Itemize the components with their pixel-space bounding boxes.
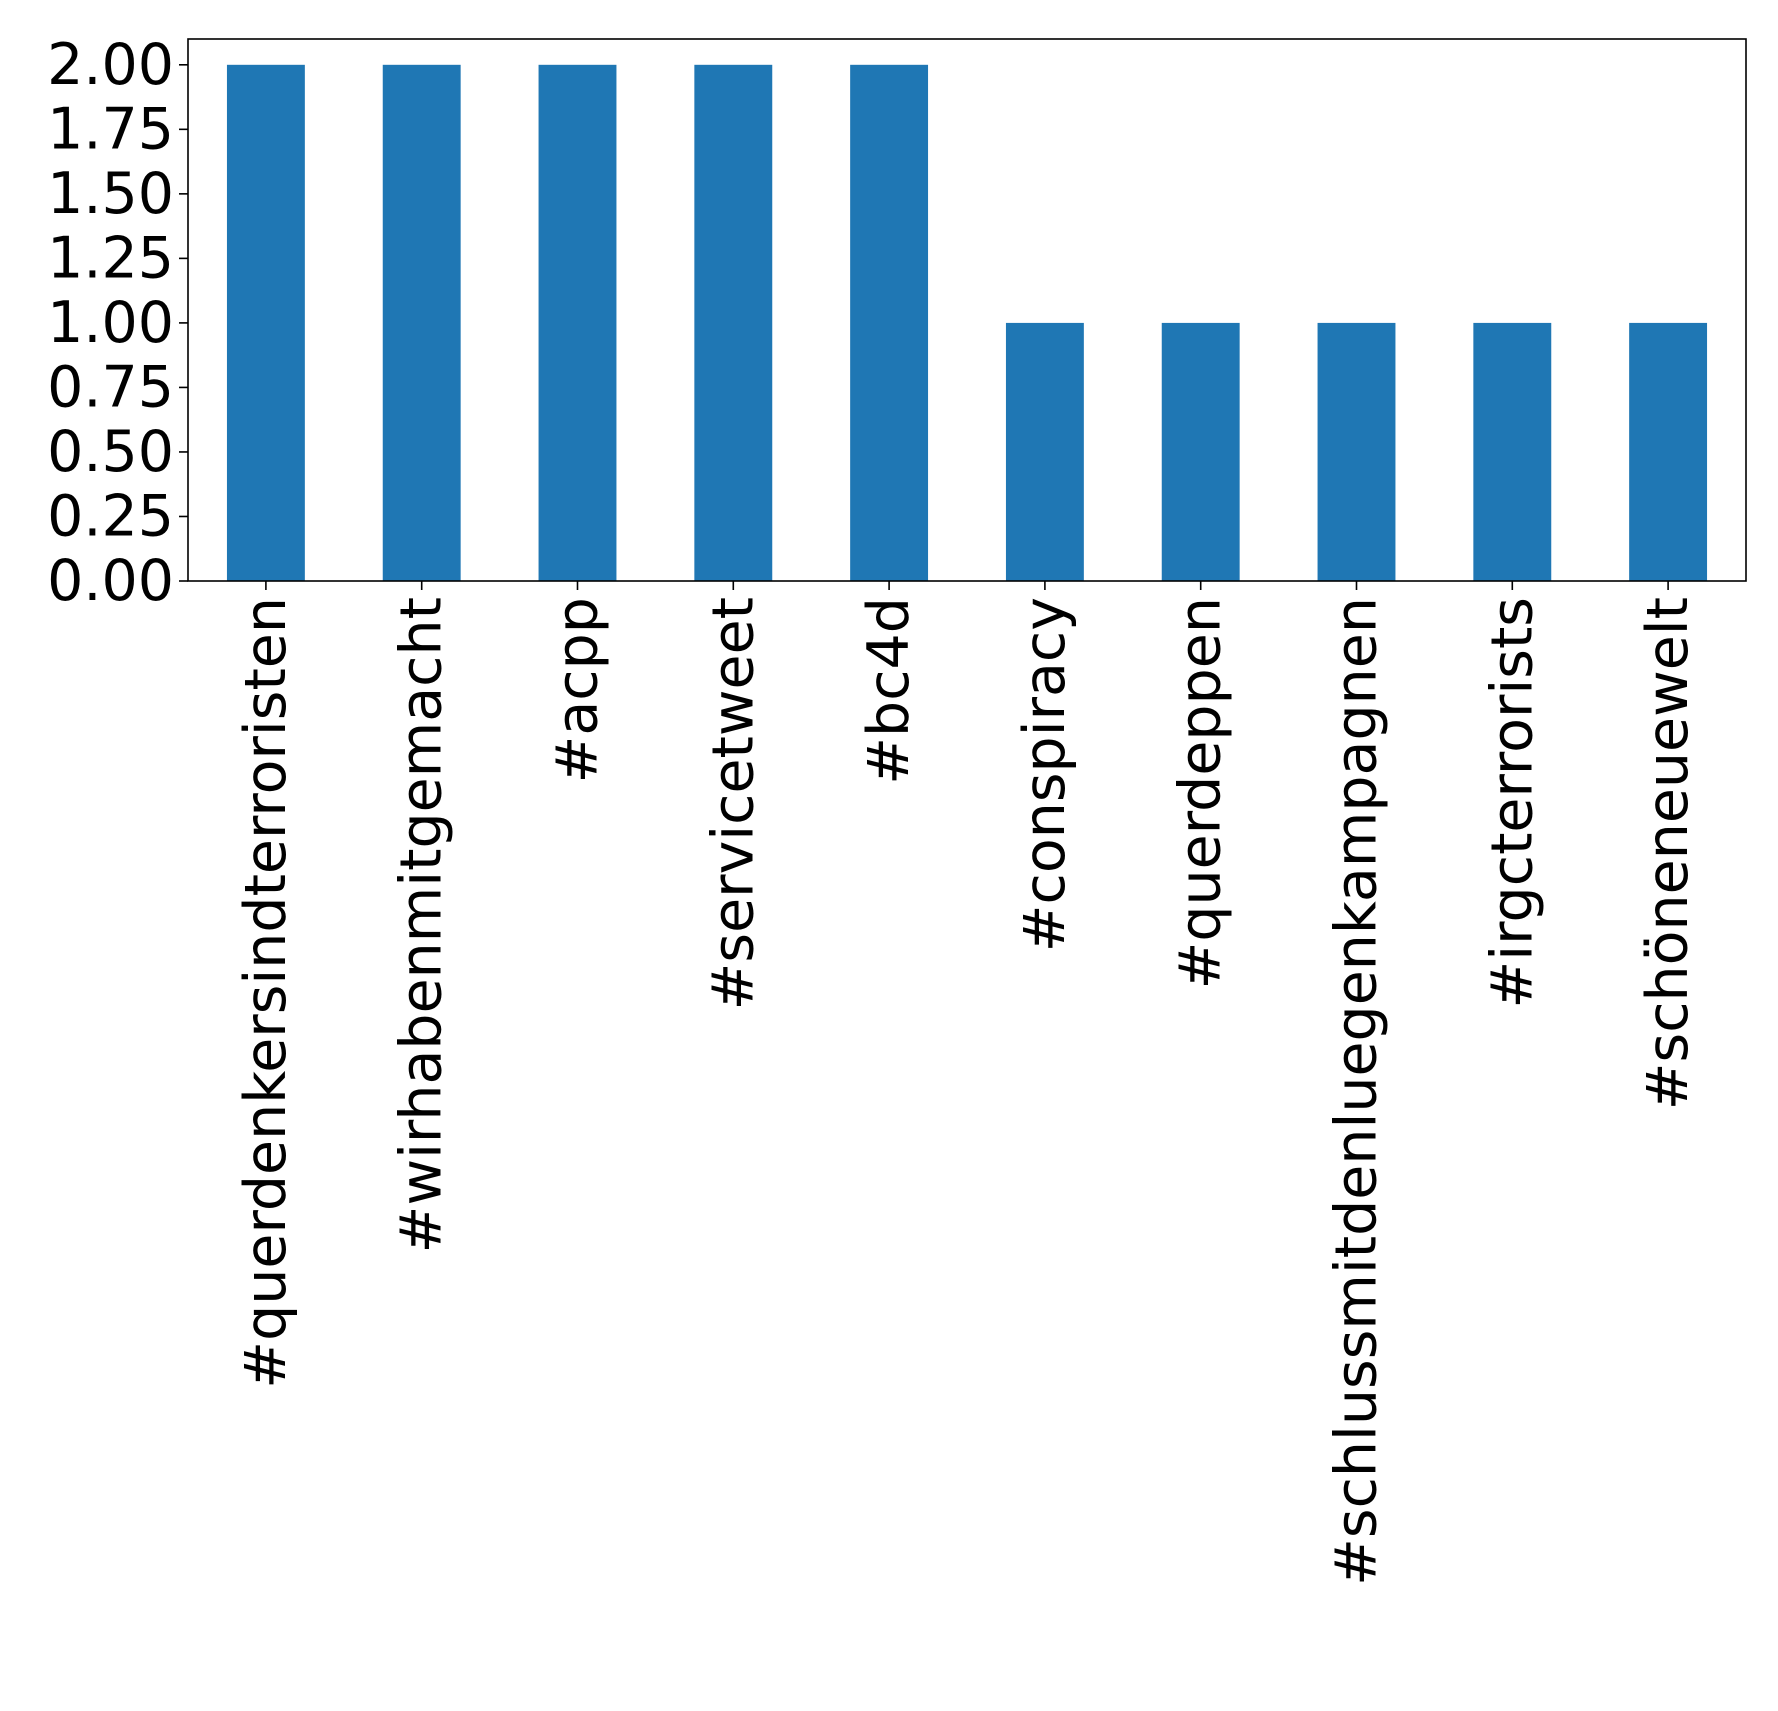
x-tick-label: #wirhabenmitgemacht <box>389 597 455 1253</box>
y-tick-label: 2.00 <box>47 32 174 98</box>
bar <box>226 64 305 582</box>
y-axis-ticks: 0.000.250.500.751.001.251.501.752.00 <box>47 32 188 614</box>
bar <box>694 64 773 582</box>
x-tick-label: #bc4d <box>856 597 922 785</box>
x-tick-label: #schöneneuewelt <box>1635 597 1701 1110</box>
x-tick-label: #acpp <box>545 597 611 783</box>
bar <box>1629 322 1708 581</box>
plot-frame <box>187 38 1747 582</box>
y-tick-label: 0.75 <box>47 354 174 420</box>
x-tick-label: #querdenkersindterroristen <box>233 597 299 1389</box>
bar <box>850 64 929 582</box>
bar <box>1317 322 1396 581</box>
x-axis-ticks: #querdenkersindterroristen #wirhabenmitge… <box>233 581 1701 1586</box>
x-tick-label: #conspiracy <box>1012 597 1078 952</box>
y-tick-label: 1.75 <box>47 96 174 162</box>
y-tick-label: 0.25 <box>47 483 174 549</box>
x-tick-label: #querdeppen <box>1168 597 1234 989</box>
bar <box>1161 322 1240 581</box>
bar <box>538 64 617 582</box>
bar <box>1005 322 1084 581</box>
x-tick-label: #servicetweet <box>700 597 766 1010</box>
bar <box>1473 322 1552 581</box>
x-tick-label: #schlussmitdenluegenkampagnen <box>1324 597 1390 1586</box>
y-tick-label: 1.25 <box>47 225 174 291</box>
y-tick-label: 0.00 <box>47 548 174 614</box>
y-tick-label: 1.50 <box>47 161 174 227</box>
bar <box>382 64 461 582</box>
y-tick-label: 0.50 <box>47 419 174 485</box>
x-tick-label: #irgcterrorists <box>1479 597 1545 1008</box>
y-tick-label: 1.00 <box>47 290 174 356</box>
bars-group <box>226 64 1708 582</box>
